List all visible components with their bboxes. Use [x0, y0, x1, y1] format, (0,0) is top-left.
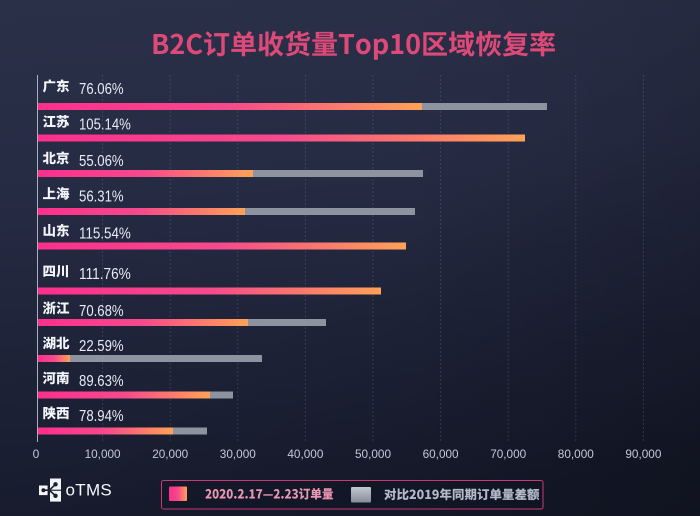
- svg-text:89.63%: 89.63%: [79, 373, 124, 390]
- svg-text:oTMS: oTMS: [66, 481, 113, 500]
- svg-text:10,000: 10,000: [85, 447, 121, 461]
- svg-text:30,000: 30,000: [220, 447, 256, 461]
- svg-text:78.94%: 78.94%: [79, 408, 124, 425]
- svg-text:90,000: 90,000: [625, 447, 661, 461]
- svg-text:80,000: 80,000: [558, 447, 594, 461]
- svg-text:70.68%: 70.68%: [79, 303, 124, 320]
- svg-text:55.06%: 55.06%: [79, 153, 124, 170]
- svg-text:22.59%: 22.59%: [79, 338, 124, 355]
- svg-text:56.31%: 56.31%: [79, 189, 124, 206]
- svg-text:50,000: 50,000: [355, 447, 391, 461]
- svg-text:111.76%: 111.76%: [79, 266, 131, 283]
- svg-text:70,000: 70,000: [490, 447, 526, 461]
- svg-text:76.06%: 76.06%: [79, 81, 124, 98]
- svg-text:105.14%: 105.14%: [79, 117, 131, 134]
- svg-text:60,000: 60,000: [423, 447, 459, 461]
- svg-text:20,000: 20,000: [152, 447, 188, 461]
- svg-text:40,000: 40,000: [287, 447, 323, 461]
- svg-text:0: 0: [33, 447, 40, 461]
- svg-text:115.54%: 115.54%: [79, 226, 131, 243]
